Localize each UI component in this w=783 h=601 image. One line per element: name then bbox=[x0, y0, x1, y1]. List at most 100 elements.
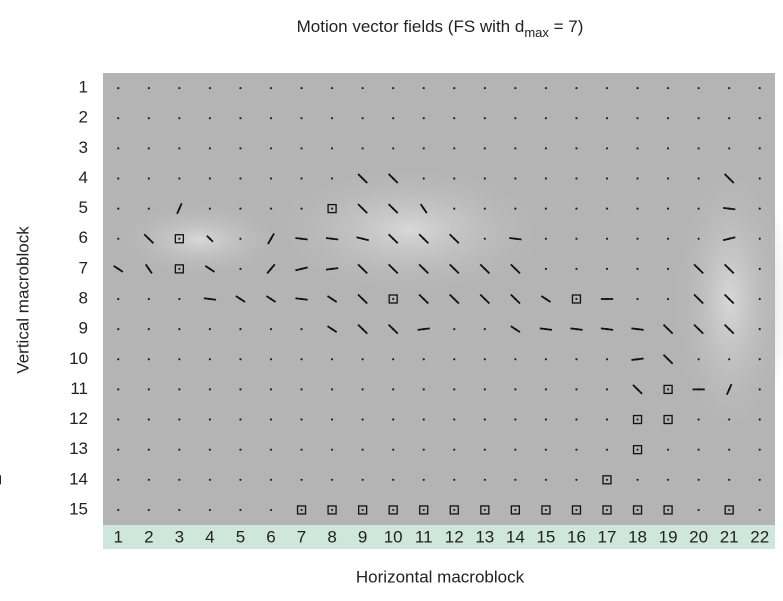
intra-block-marker bbox=[663, 384, 673, 395]
motion-vector bbox=[206, 235, 214, 243]
x-tick-label: 3 bbox=[175, 527, 184, 546]
y-tick-label: 14 bbox=[69, 469, 88, 488]
grid-dot bbox=[575, 508, 578, 512]
y-tick-label: 12 bbox=[69, 409, 88, 428]
grid-dot bbox=[483, 448, 486, 451]
grid-dot bbox=[208, 117, 212, 120]
x-tick-label: 2 bbox=[144, 527, 153, 546]
grid-dot bbox=[666, 237, 670, 240]
x-tick-label: 10 bbox=[384, 527, 403, 546]
grid-dot bbox=[330, 448, 334, 451]
grid-dot bbox=[575, 267, 578, 270]
grid-dot bbox=[147, 117, 150, 120]
grid-dot bbox=[269, 328, 273, 331]
grid-dot bbox=[575, 177, 578, 180]
grid-dot bbox=[605, 388, 609, 391]
grid-dot bbox=[483, 207, 486, 210]
grid-dot bbox=[392, 478, 395, 481]
x-tick-label: 7 bbox=[297, 527, 306, 546]
x-tick-label: 1 bbox=[114, 527, 123, 546]
grid-dot bbox=[758, 297, 761, 301]
motion-vector bbox=[693, 323, 704, 335]
grid-dot bbox=[361, 147, 364, 150]
x-tick-label: 11 bbox=[415, 527, 433, 546]
grid-dot bbox=[361, 478, 364, 481]
grid-dot bbox=[697, 147, 700, 150]
x-tick-label: 8 bbox=[327, 527, 336, 546]
grid-dot bbox=[392, 86, 395, 90]
grid-dot bbox=[544, 147, 548, 150]
grid-dot bbox=[636, 117, 639, 120]
grid-dot bbox=[758, 388, 761, 391]
y-tick-label: 1 bbox=[79, 78, 88, 97]
motion-vector bbox=[723, 293, 735, 305]
intra-block-marker bbox=[724, 505, 734, 515]
x-tick-label: 9 bbox=[358, 527, 367, 546]
grid-dot bbox=[239, 147, 242, 150]
motion-vector bbox=[417, 327, 430, 331]
grid-dot bbox=[422, 117, 425, 120]
grid-dot bbox=[300, 388, 303, 391]
grid-dot bbox=[544, 267, 548, 270]
grid-dot bbox=[728, 86, 731, 90]
chart-title: Motion vector fields (FS with dmax = 7) bbox=[297, 17, 584, 40]
x-tick-label: 21 bbox=[720, 527, 739, 546]
grid-dot bbox=[636, 478, 639, 481]
grid-dot bbox=[392, 388, 395, 391]
motion-vector bbox=[418, 293, 429, 305]
grid-dot bbox=[758, 117, 761, 120]
grid-dot bbox=[483, 147, 486, 150]
motion-vector bbox=[449, 233, 460, 244]
grid-dot bbox=[758, 177, 761, 180]
grid-dot bbox=[544, 117, 548, 120]
grid-dot bbox=[605, 177, 609, 180]
grid-dot bbox=[544, 388, 548, 391]
grid-dot bbox=[330, 478, 334, 481]
grid-dot bbox=[208, 207, 212, 210]
y-tick-label: 2 bbox=[79, 108, 88, 127]
grid-dot bbox=[147, 147, 150, 150]
motion-vector bbox=[723, 263, 735, 275]
intra-block-marker bbox=[632, 505, 643, 515]
grid-dot bbox=[453, 117, 456, 120]
intra-block-marker bbox=[327, 505, 337, 515]
motion-vector bbox=[509, 237, 522, 241]
grid-dot bbox=[483, 328, 486, 331]
intra-block-marker bbox=[663, 505, 673, 515]
y-tick-label: 15 bbox=[69, 499, 88, 518]
x-tick-label: 15 bbox=[536, 527, 555, 546]
intra-block-marker bbox=[419, 505, 429, 515]
grid-dot bbox=[666, 448, 670, 451]
grid-dot bbox=[239, 508, 242, 512]
grid-dot bbox=[666, 267, 670, 270]
grid-dot bbox=[544, 418, 548, 421]
grid-dot bbox=[300, 207, 303, 210]
grid-dot bbox=[361, 388, 364, 391]
x-axis-label: Horizontal macroblock bbox=[356, 567, 525, 586]
y-axis-label: Vertical macroblock bbox=[13, 226, 32, 374]
grid-dot bbox=[147, 177, 150, 180]
grid-dot bbox=[117, 207, 120, 210]
grid-dot bbox=[514, 418, 517, 421]
grid-dot bbox=[208, 448, 212, 451]
motion-vector bbox=[357, 173, 368, 184]
grid-dot bbox=[758, 328, 761, 331]
motion-vector bbox=[662, 323, 674, 335]
grid-dot bbox=[575, 207, 578, 210]
grid-dot bbox=[605, 147, 609, 150]
grid-dot bbox=[544, 177, 548, 180]
grid-dot bbox=[117, 86, 120, 90]
grid-dot bbox=[453, 448, 456, 451]
grid-dot bbox=[147, 388, 150, 391]
grid-dot bbox=[453, 388, 456, 391]
grid-dot bbox=[392, 508, 395, 512]
grid-dot bbox=[483, 358, 486, 361]
grid-dot bbox=[758, 86, 761, 90]
x-tick-label: 18 bbox=[628, 527, 647, 546]
grid-dot bbox=[605, 237, 609, 240]
motion-vector bbox=[295, 297, 308, 301]
grid-dot bbox=[422, 388, 425, 391]
grid-dot bbox=[117, 237, 120, 240]
grid-dot bbox=[544, 237, 548, 240]
grid-dot bbox=[147, 478, 150, 481]
